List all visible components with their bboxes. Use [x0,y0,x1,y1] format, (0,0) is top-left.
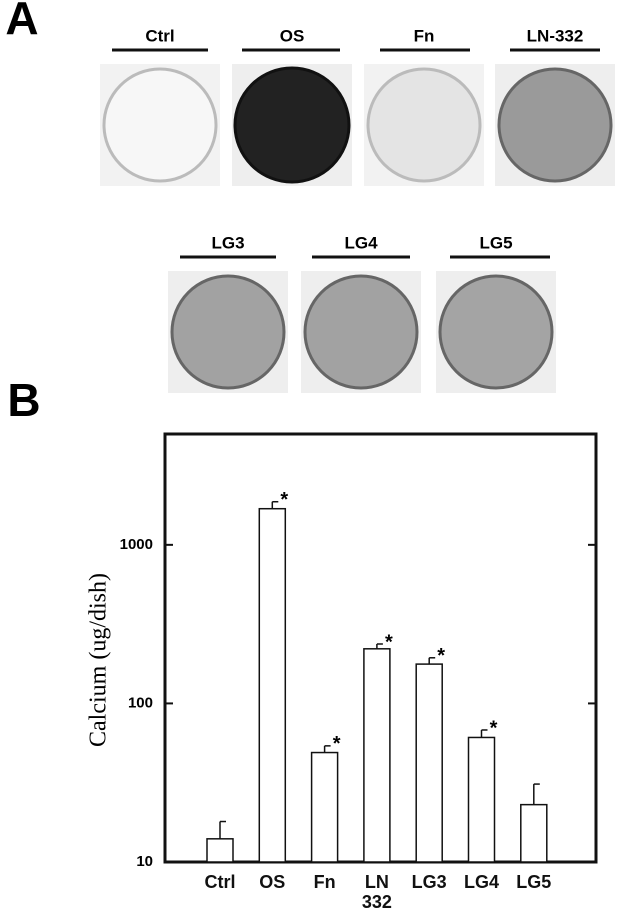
dish-label: Fn [414,26,435,45]
bar [415,663,443,863]
y-tick-label: 1000 [120,536,153,553]
significance-marker: * [280,489,288,511]
dish [497,67,613,183]
dish [303,274,419,390]
significance-marker: * [437,645,445,667]
dish [438,274,554,390]
dish-label: LG5 [479,233,512,252]
y-axis-label: Calcium (ug/dish) [86,573,112,747]
bar [467,736,496,863]
dish [102,67,218,183]
dish-label: LG4 [344,233,378,252]
x-tick-label: LN 332 [361,872,392,912]
dish [233,66,351,184]
bar [258,507,287,863]
dish-label: LN-332 [527,26,584,45]
significance-marker: * [333,733,341,755]
x-tick-label: LG3 [411,872,447,892]
bar [520,803,548,863]
x-tick-label: LG5 [516,872,552,892]
bar [310,751,339,863]
y-tick-label: 100 [128,694,153,711]
bar [363,648,391,863]
panel-label: A [5,0,38,44]
dish-label: Ctrl [145,26,174,45]
dish-row: Ctrl OS Fn LN-332 [100,26,615,186]
x-tick-label: OS [259,872,286,892]
dish-row: LG3 LG4 LG5 [168,233,556,393]
significance-marker: * [385,631,393,653]
x-tick-label: Ctrl [204,872,236,892]
x-tick-label: LG4 [463,872,499,892]
bar [206,838,234,863]
y-tick-label: 10 [136,853,153,870]
dish-label: OS [280,26,305,45]
dish [366,67,482,183]
panel-label: B [7,374,40,426]
dish-label: LG3 [211,233,244,252]
significance-marker: * [490,717,498,739]
dish [170,274,286,390]
x-tick-label: Fn [313,872,336,892]
